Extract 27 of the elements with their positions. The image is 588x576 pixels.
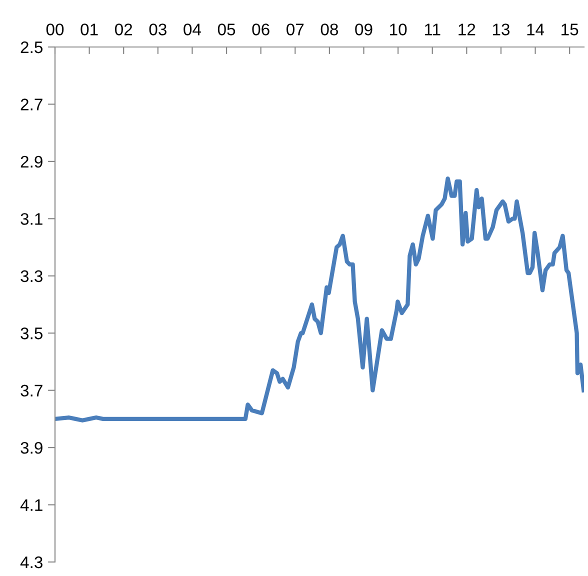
y-tick-label: 2.9 [20,156,42,168]
x-tick-label: 00 [46,24,64,36]
x-tick-label: 01 [80,24,98,36]
x-tick-label: 09 [355,24,372,36]
x-tick-label: 04 [184,24,202,36]
y-tick-label: 3.7 [20,384,42,397]
x-tick-label: 15 [562,24,578,36]
y-tick-label: 2.7 [20,98,42,110]
x-tick-label: 05 [218,24,236,36]
x-tick-label: 06 [252,24,270,36]
x-tick-label: 02 [114,24,132,36]
y-tick-label: 4.1 [20,499,42,511]
line-series [55,176,584,422]
x-tick-label: 14 [527,24,544,36]
x-tick-label: 08 [320,24,338,36]
x-tick-label: 10 [390,24,407,36]
y-tick-label: 3.1 [20,213,42,225]
y-tick-label: 3.5 [20,328,42,340]
y-tick-label: 4.3 [20,556,42,568]
y-tick-label: 3.9 [20,442,42,454]
x-tick-label: 13 [492,24,510,36]
y-tick-label: 3.3 [20,270,42,282]
y-tick-label: 2.5 [20,41,42,54]
x-tick-label: 11 [424,24,440,36]
x-tick-label: 07 [286,24,304,36]
x-tick-label: 03 [149,24,166,36]
x-tick-label: 12 [458,24,476,36]
